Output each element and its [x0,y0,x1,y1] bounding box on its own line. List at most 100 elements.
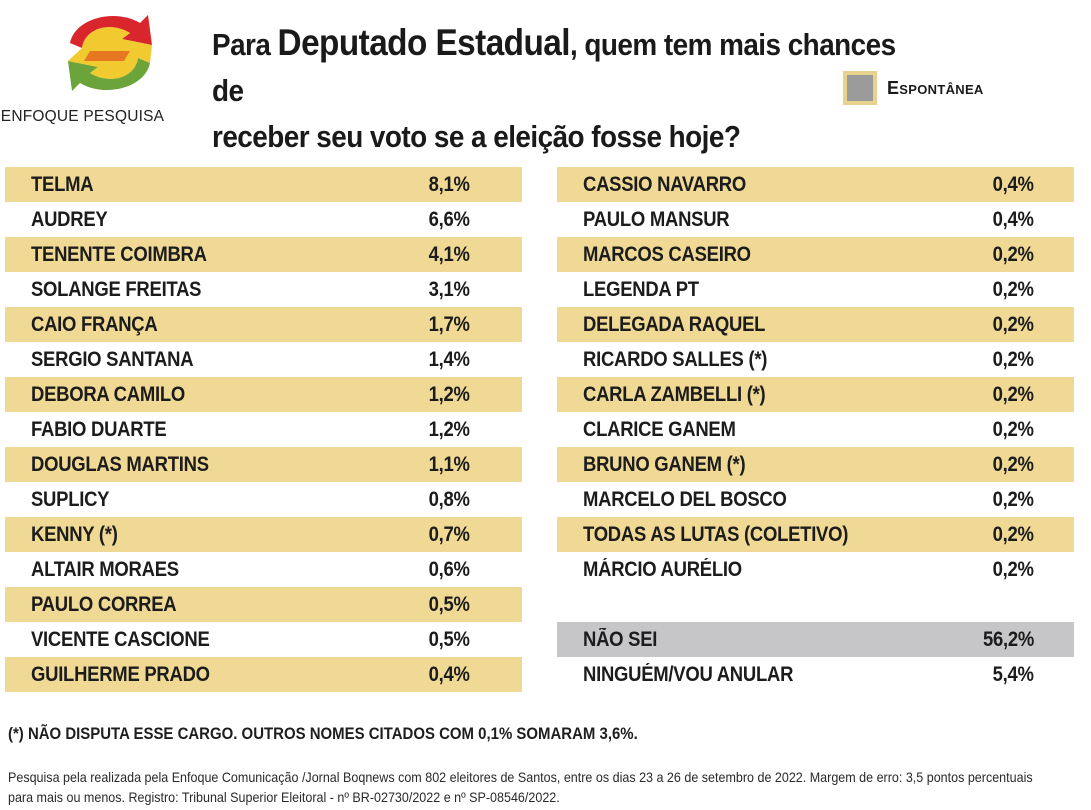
candidate-percentage: 0,2% [992,487,1034,511]
brand-logo [30,6,190,131]
result-row: AUDREY 6,6% [5,202,522,237]
legend-label: Espontânea [887,77,984,98]
result-row: TODAS AS LUTAS (COLETIVO) 0,2% [557,517,1074,552]
source-note: Pesquisa pela realizada pela Enfoque Com… [8,767,1073,807]
candidate-name: SOLANGE FREITAS [31,277,202,301]
result-row: NÃO SEI 56,2% [557,622,1074,657]
candidate-percentage: 0,2% [992,417,1034,441]
candidate-percentage: 56,2% [982,627,1034,651]
candidate-percentage: 8,1% [428,172,470,196]
candidate-name: PAULO MANSUR [583,207,730,231]
result-row: KENNY (*) 0,7% [5,517,522,552]
result-row: PAULO CORREA 0,5% [5,587,522,622]
result-row: VICENTE CASCIONE 0,5% [5,622,522,657]
candidate-percentage: 0,4% [428,662,470,686]
result-row: TENENTE COIMBRA 4,1% [5,237,522,272]
candidate-name: TELMA [31,172,94,196]
candidate-name: ALTAIR MORAES [31,557,179,581]
candidate-percentage: 1,2% [428,382,470,406]
candidate-name: MARCOS CASEIRO [583,242,751,266]
spacer-row [557,587,1074,622]
result-row: PAULO MANSUR 0,4% [557,202,1074,237]
candidate-name: NÃO SEI [583,627,658,651]
candidate-percentage: 0,8% [428,487,470,511]
result-row: MARCELO DEL BOSCO 0,2% [557,482,1074,517]
candidate-percentage: 1,4% [428,347,470,371]
candidate-percentage: 0,4% [992,207,1034,231]
right-results-column: CASSIO NAVARRO 0,4% PAULO MANSUR 0,4% MARCOS… [557,167,1074,692]
result-row: TELMA 8,1% [5,167,522,202]
result-row: DOUGLAS MARTINS 1,1% [5,447,522,482]
result-row: CAIO FRANÇA 1,7% [5,307,522,342]
title-line-2: receber seu voto se a eleição fosse hoje… [212,119,741,154]
result-row: RICARDO SALLES (*) 0,2% [557,342,1074,377]
title-prefix: Para [212,27,278,62]
legend-swatch [843,71,877,105]
footnote: (*) NÃO DISPUTA ESSE CARGO. OUTROS NOMES… [8,724,638,743]
candidate-name: LEGENDA PT [583,277,699,301]
candidate-percentage: 1,2% [428,417,470,441]
left-results-column: TELMA 8,1% AUDREY 6,6% TENENTE COIMBRA 4,1% SO… [5,167,522,692]
candidate-name: CAIO FRANÇA [31,312,158,336]
source-line-1: Pesquisa pela realizada pela Enfoque Com… [8,769,1033,785]
candidate-name: KENNY (*) [31,522,118,546]
result-row: SUPLICY 0,8% [5,482,522,517]
candidate-percentage: 0,2% [992,347,1034,371]
candidate-percentage: 1,1% [428,452,470,476]
candidate-name: PAULO CORREA [31,592,177,616]
candidate-name: RICARDO SALLES (*) [583,347,768,371]
result-row: SOLANGE FREITAS 3,1% [5,272,522,307]
candidate-name: MÁRCIO AURÉLIO [583,557,742,581]
candidate-name: SUPLICY [31,487,110,511]
candidate-percentage: 6,6% [428,207,470,231]
result-row: MÁRCIO AURÉLIO 0,2% [557,552,1074,587]
candidate-percentage: 0,2% [992,522,1034,546]
candidate-name: FABIO DUARTE [31,417,167,441]
result-row: CLARICE GANEM 0,2% [557,412,1074,447]
candidate-percentage: 0,6% [428,557,470,581]
candidate-name: TODAS AS LUTAS (COLETIVO) [583,522,849,546]
candidate-percentage: 0,7% [428,522,470,546]
candidate-name: TENENTE COIMBRA [31,242,207,266]
candidate-name: MARCELO DEL BOSCO [583,487,787,511]
candidate-name: AUDREY [31,207,108,231]
candidate-name: BRUNO GANEM (*) [583,452,746,476]
candidate-name: DEBORA CAMILO [31,382,185,406]
candidate-percentage: 0,4% [992,172,1034,196]
candidate-name: DOUGLAS MARTINS [31,452,209,476]
title-emphasis: Deputado Estadual [277,22,571,63]
candidate-percentage: 0,2% [992,242,1034,266]
candidate-name: CASSIO NAVARRO [583,172,746,196]
candidate-name: DELEGADA RAQUEL [583,312,766,336]
candidate-name: CLARICE GANEM [583,417,736,441]
brand-name: ENFOQUE PESQUISA [0,108,165,125]
result-row: FABIO DUARTE 1,2% [5,412,522,447]
candidate-percentage: 0,2% [992,312,1034,336]
candidate-name: GUILHERME PRADO [31,662,210,686]
source-line-2: para mais ou menos. Registro: Tribunal S… [8,789,560,805]
result-row: CASSIO NAVARRO 0,4% [557,167,1074,202]
candidate-percentage: 0,5% [428,627,470,651]
result-row: LEGENDA PT 0,2% [557,272,1074,307]
candidate-percentage: 1,7% [428,312,470,336]
result-row: DEBORA CAMILO 1,2% [5,377,522,412]
candidate-percentage: 0,2% [992,277,1034,301]
candidate-name: NINGUÉM/VOU ANULAR [583,662,794,686]
result-row: GUILHERME PRADO 0,4% [5,657,522,692]
logo-mark-icon [68,15,152,91]
candidate-percentage: 0,5% [428,592,470,616]
result-row: SERGIO SANTANA 1,4% [5,342,522,377]
candidate-percentage: 5,4% [992,662,1034,686]
candidate-percentage: 3,1% [428,277,470,301]
result-row: ALTAIR MORAES 0,6% [5,552,522,587]
candidate-percentage: 0,2% [992,382,1034,406]
result-row: NINGUÉM/VOU ANULAR 5,4% [557,657,1074,692]
page-title: Para Deputado Estadual, quem tem mais ch… [212,20,932,160]
legend: Espontânea [843,70,984,106]
candidate-name: SERGIO SANTANA [31,347,194,371]
candidate-name: VICENTE CASCIONE [31,627,210,651]
candidate-percentage: 0,2% [992,452,1034,476]
candidate-name: CARLA ZAMBELLI (*) [583,382,766,406]
title-suffix: , quem tem mais chances de [212,27,896,108]
result-row: MARCOS CASEIRO 0,2% [557,237,1074,272]
